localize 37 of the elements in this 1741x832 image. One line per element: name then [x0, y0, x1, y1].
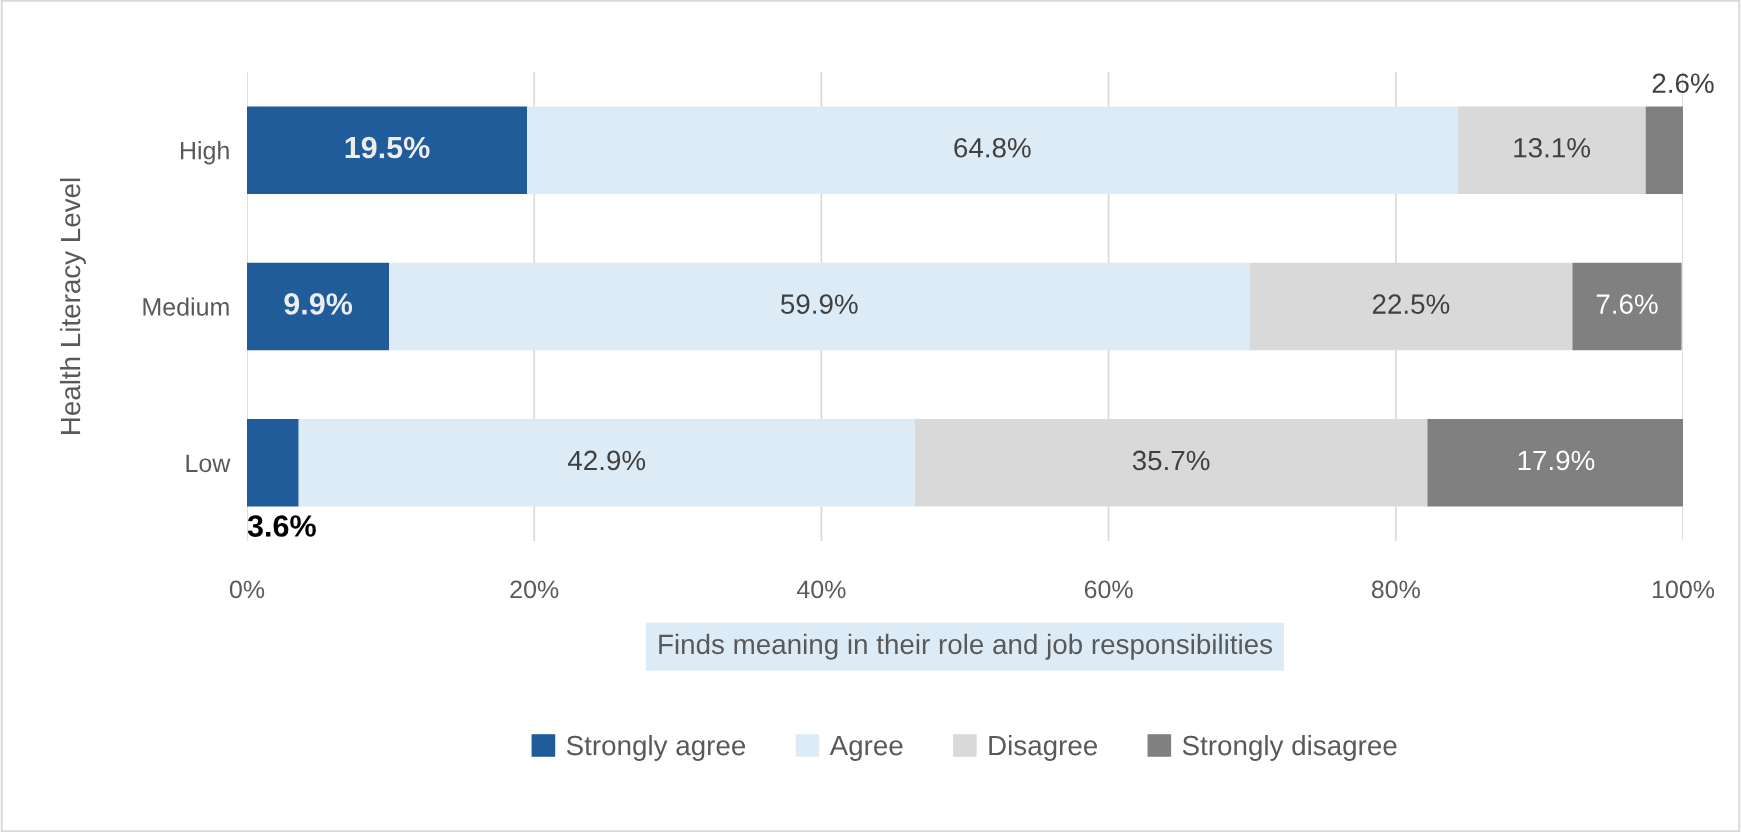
data-label: 2.6%	[1652, 73, 1714, 94]
legend-label: Strongly agree	[566, 734, 746, 761]
bar	[298, 419, 915, 507]
legend-label: Strongly disagree	[1182, 734, 1397, 761]
bar	[247, 262, 390, 351]
y-axis-title: Health Literacy Level	[59, 178, 86, 434]
legend-label: Agree	[829, 736, 903, 761]
data-label: 35.7%	[1132, 450, 1210, 471]
data-label: 64.8%	[954, 137, 1031, 158]
data-label: 19.5%	[345, 136, 430, 159]
bar	[389, 262, 1250, 351]
data-label: 42.9%	[567, 450, 646, 471]
x-tick-label: 80%	[1371, 580, 1420, 599]
x-axis-title: Finds meaning in their role and job responsibilities	[659, 633, 1273, 660]
x-tick-label: 20%	[510, 580, 559, 599]
data-label: 13.1%	[1514, 137, 1590, 158]
bar	[247, 106, 528, 194]
y-tick-label: High	[180, 141, 229, 165]
y-tick-label: Low	[186, 454, 231, 473]
data-label: 22.5%	[1372, 294, 1450, 314]
bar	[1645, 106, 1683, 194]
data-label: 9.9%	[284, 293, 353, 315]
legend-label: Disagree	[989, 734, 1097, 761]
bar	[527, 106, 1458, 194]
x-tick-label: 60%	[1084, 580, 1133, 599]
x-tick-label: 0%	[229, 580, 265, 599]
data-label: 17.9%	[1518, 450, 1595, 471]
data-label: 3.6%	[247, 515, 316, 537]
data-label: 7.6%	[1596, 294, 1658, 314]
bar	[1457, 106, 1646, 194]
x-tick-label: 40%	[796, 580, 846, 599]
x-tick-label: 100%	[1652, 580, 1715, 599]
y-tick-label: Medium	[143, 297, 229, 316]
data-label: 59.9%	[780, 294, 858, 314]
bar	[1427, 419, 1683, 507]
bar	[1572, 262, 1682, 351]
bar	[247, 419, 299, 507]
